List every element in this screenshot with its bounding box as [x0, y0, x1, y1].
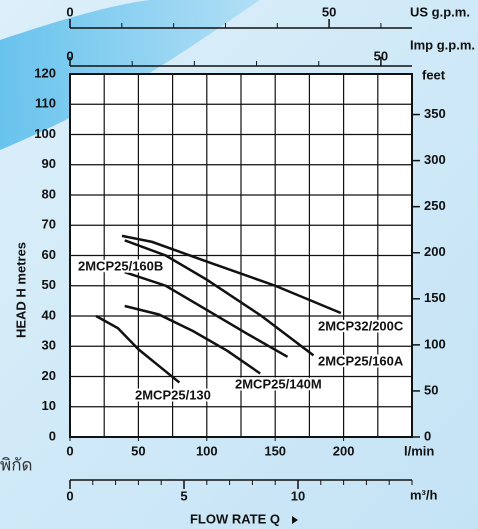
curve [124, 270, 289, 358]
curve-label: 2MCP25/160A [318, 353, 404, 368]
y-tick-label: 110 [35, 96, 56, 111]
y-tick-label: 30 [42, 338, 56, 353]
y-axis-title: HEAD H metres [13, 242, 28, 338]
x-tick-label: 200 [333, 443, 355, 458]
y-tick-label: 80 [42, 186, 56, 201]
x-axis-title: FLOW RATE Q [190, 511, 280, 526]
y2-tick-label: 0 [424, 428, 431, 443]
aux-tick-label: 0 [66, 488, 73, 503]
curve [121, 234, 342, 315]
curve [95, 314, 181, 384]
y2-tick-label: 200 [424, 244, 446, 259]
y-tick-label: 60 [42, 247, 56, 262]
y-tick-label: 0 [49, 428, 56, 443]
arrow [292, 516, 298, 524]
y-tick-label: 20 [42, 368, 56, 383]
y-tick-label: 100 [34, 126, 56, 141]
x-tick-label: 100 [196, 443, 218, 458]
y2-tick-label: 350 [424, 106, 446, 121]
y-tick-label: 70 [42, 217, 56, 232]
x-tick-label: 0 [66, 443, 73, 458]
y2-unit: feet [422, 67, 446, 82]
curve [124, 304, 261, 375]
aux-tick-label: 50 [322, 4, 336, 19]
x-tick-label: 150 [264, 443, 286, 458]
plot-frame [69, 73, 413, 438]
aux-unit: Imp g.p.m. [410, 37, 475, 52]
y2-tick-label: 50 [424, 382, 438, 397]
y2-tick-label: 250 [424, 198, 446, 213]
curve [124, 239, 315, 357]
y-tick-label: 50 [42, 277, 56, 292]
aux-tick-label: 0 [66, 48, 73, 63]
side-label: พิกัด [0, 455, 33, 474]
y2-tick-label: 150 [424, 290, 446, 305]
aux-tick-label: 0 [66, 4, 73, 19]
curve-label: 2MCP25/140M [235, 376, 322, 391]
aux-tick-label: 50 [374, 48, 388, 63]
aux-unit: US g.p.m. [410, 4, 470, 19]
x-unit: l/min [404, 443, 434, 458]
y-tick-label: 90 [42, 156, 56, 171]
aux-tick-label: 5 [180, 488, 187, 503]
y2-tick-label: 100 [424, 336, 446, 351]
aux-tick-label: 10 [291, 488, 305, 503]
y-tick-label: 40 [42, 307, 56, 322]
y2-tick-label: 300 [424, 152, 446, 167]
y-tick-label: 120 [34, 65, 56, 80]
y-tick-label: 10 [42, 398, 56, 413]
x-tick-label: 50 [131, 443, 145, 458]
curve-label: 2MCP25/160B [78, 258, 163, 273]
curve-label: 2MCP25/130 [135, 387, 211, 402]
aux-unit: m³/h [410, 487, 438, 502]
curve-label: 2MCP32/200C [318, 318, 404, 333]
